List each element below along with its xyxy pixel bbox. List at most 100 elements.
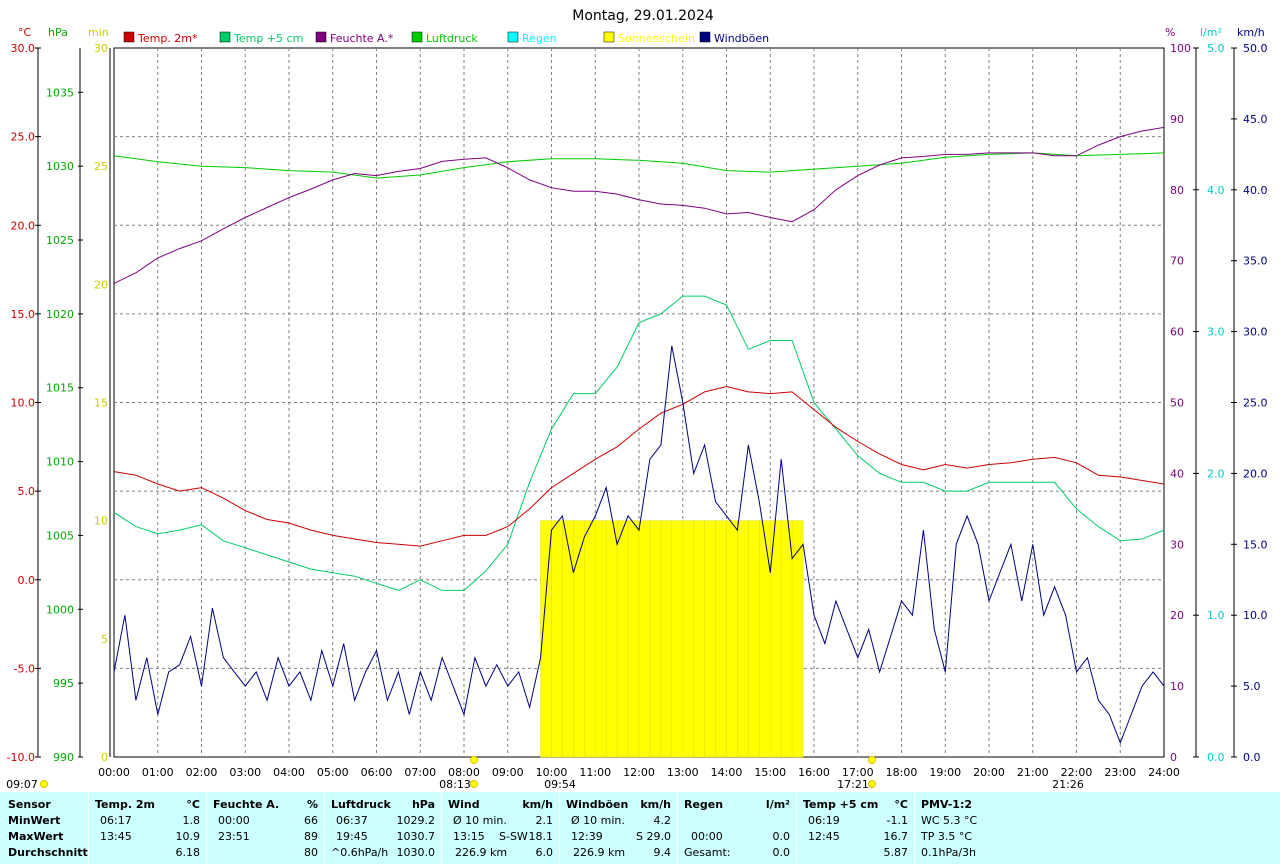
wind-max-direction: S-SW	[499, 830, 528, 843]
sunshine-bar	[584, 520, 596, 758]
gusts-max-value: 29.0	[646, 830, 672, 843]
sunshine-bar	[627, 520, 640, 758]
pressure-tick-label: 1010	[46, 456, 74, 469]
humidity-min-time: 00:00	[218, 814, 250, 827]
humidity-tick-label: 100	[1170, 42, 1191, 55]
time-marker-label: 08:13	[439, 778, 471, 791]
wind-tick-label: 35.0	[1243, 255, 1268, 268]
pressure-max-value: 1030.7	[396, 830, 436, 843]
time-tick-label: 24:00	[1148, 766, 1180, 779]
row-label-min: MinWert	[8, 814, 61, 827]
time-tick-label: 14:00	[711, 766, 743, 779]
pressure-min-time: 06:37	[336, 814, 368, 827]
unit-label-min: min	[88, 26, 109, 39]
legend-swatch	[123, 31, 135, 43]
temp-tick-label: 5.0	[18, 485, 36, 498]
legend-swatch	[411, 31, 423, 43]
sun-icon	[470, 756, 478, 764]
temp-5cm-min-time: 06:19	[808, 814, 840, 827]
sunshine-bar	[682, 520, 694, 758]
time-tick-label: 06:00	[361, 766, 393, 779]
time-tick-label: 02:00	[186, 766, 218, 779]
legend-label: Regen	[522, 32, 557, 45]
rain-tick-label: 5.0	[1207, 42, 1225, 55]
statistics-table: Sensor MinWert MaxWert Durchschnitt Temp…	[0, 792, 1280, 864]
time-tick-label: 12:00	[623, 766, 655, 779]
sunshine-bar	[595, 520, 607, 758]
header-gusts: Windböen	[566, 798, 629, 811]
sunshine-bar	[605, 520, 618, 758]
sunshine-bar	[562, 520, 574, 758]
wind-max-time: 13:15	[453, 830, 485, 843]
time-tick-label: 17:00	[842, 766, 874, 779]
axis-unit-labels: °C hPa min % l/m² km/h	[18, 26, 1265, 39]
unit-pressure: hPa	[411, 798, 435, 811]
legend-label: Sonnenschein	[618, 32, 695, 45]
wind-tick-label: 15.0	[1243, 538, 1268, 551]
temp-2m-min-time: 06:17	[100, 814, 132, 827]
time-tick-label: 04:00	[273, 766, 305, 779]
pressure-tick-label: 1025	[46, 234, 74, 247]
column-divider	[441, 792, 442, 864]
humidity-tick-label: 80	[1170, 184, 1184, 197]
time-tick-label: 07:00	[404, 766, 436, 779]
header-wind: Wind	[448, 798, 480, 811]
wind-tick-label: 50.0	[1243, 42, 1268, 55]
time-tick-label: 15:00	[754, 766, 786, 779]
time-tick-label: 01:00	[142, 766, 174, 779]
gusts-avg-value: 4.2	[653, 814, 672, 827]
header-humidity: Feuchte A.	[213, 798, 280, 811]
row-label-avg: Durchschnitt	[8, 846, 88, 859]
time-tick-label: 16:00	[798, 766, 830, 779]
wind-tick-label: 30.0	[1243, 326, 1268, 339]
row-label-max: MaxWert	[8, 830, 64, 843]
temp-2m-max-time: 13:45	[100, 830, 132, 843]
time-tick-label: 13:00	[667, 766, 699, 779]
pressure-tick-label: 995	[53, 677, 74, 690]
rain-tick-label: 0.0	[1207, 751, 1225, 764]
sunshine-tick-label: 25	[94, 160, 108, 173]
unit-label-percent: %	[1165, 26, 1175, 39]
pressure-min-value: 1029.2	[396, 814, 436, 827]
sunshine-bar	[693, 520, 705, 758]
temp-tick-label: 20.0	[11, 219, 36, 232]
column-divider	[914, 792, 915, 864]
time-tick-label: 20:00	[973, 766, 1005, 779]
column-divider	[796, 792, 797, 864]
temp-2m-max-value: 10.9	[175, 830, 201, 843]
wind-tick-label: 5.0	[1243, 680, 1261, 693]
humidity-tick-label: 10	[1170, 680, 1184, 693]
humidity-tick-label: 90	[1170, 113, 1184, 126]
rain-max-value: 0.0	[772, 830, 791, 843]
humidity-tick-label: 40	[1170, 467, 1184, 480]
column-divider	[677, 792, 678, 864]
temp-5cm-line	[113, 295, 1165, 591]
sunshine-bar	[649, 520, 662, 758]
sunshine-bar	[780, 520, 793, 758]
pressure-tick-label: 1020	[46, 308, 74, 321]
unit-humidity: %	[306, 798, 318, 811]
pressure-avg-value: 1030.0	[396, 846, 436, 859]
column-divider	[206, 792, 207, 864]
humidity-min-value: 66	[304, 814, 318, 827]
unit-label-kmh: km/h	[1237, 26, 1265, 39]
sunshine-bar	[660, 520, 673, 758]
time-tick-label: 18:00	[886, 766, 918, 779]
legend-label: Temp +5 cm	[233, 32, 303, 45]
rain-max-time: 00:00	[691, 830, 723, 843]
chart-legend: Temp. 2m* Temp +5 cm Feuchte A.* Luftdruck R…	[123, 31, 769, 45]
pressure-tick-label: 1000	[46, 603, 74, 616]
legend-swatch	[699, 31, 711, 43]
time-marker-label: 09:07	[6, 778, 38, 791]
sun-icon	[868, 756, 876, 764]
wind-tick-label: 0.0	[1243, 751, 1261, 764]
sunshine-tick-label: 10	[94, 515, 108, 528]
humidity-tick-label: 0	[1170, 751, 1177, 764]
chart-title: Montag, 29.01.2024	[572, 8, 714, 24]
pressure-max-time: 19:45	[336, 830, 368, 843]
column-divider	[559, 792, 560, 864]
humidity-tick-label: 50	[1170, 397, 1184, 410]
sunshine-tick-label: 20	[94, 278, 108, 291]
legend-label: Feuchte A.*	[330, 32, 394, 45]
gusts-max-direction: S	[636, 830, 643, 843]
